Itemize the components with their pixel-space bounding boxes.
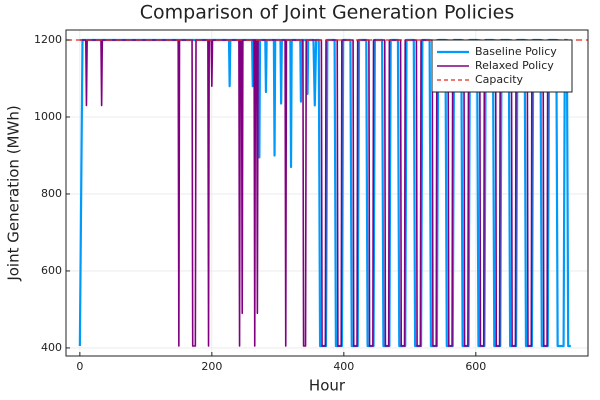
y-tick-label: 1200 bbox=[34, 33, 62, 46]
x-tick-label: 600 bbox=[465, 360, 486, 373]
y-tick-label: 600 bbox=[41, 264, 62, 277]
x-tick-label: 200 bbox=[201, 360, 222, 373]
legend-label: Capacity bbox=[475, 73, 524, 86]
x-tick-label: 0 bbox=[76, 360, 83, 373]
y-tick-label: 400 bbox=[41, 341, 62, 354]
y-tick-label: 800 bbox=[41, 187, 62, 200]
legend-label: Baseline Policy bbox=[475, 45, 557, 58]
x-tick-label: 400 bbox=[333, 360, 354, 373]
y-tick-label: 1000 bbox=[34, 110, 62, 123]
legend-label: Relaxed Policy bbox=[475, 59, 554, 72]
x-axis-label: Hour bbox=[309, 377, 346, 395]
y-axis-label: Joint Generation (MWh) bbox=[5, 105, 23, 281]
chart-title: Comparison of Joint Generation Policies bbox=[140, 2, 515, 24]
plot-frame bbox=[65, 29, 589, 357]
